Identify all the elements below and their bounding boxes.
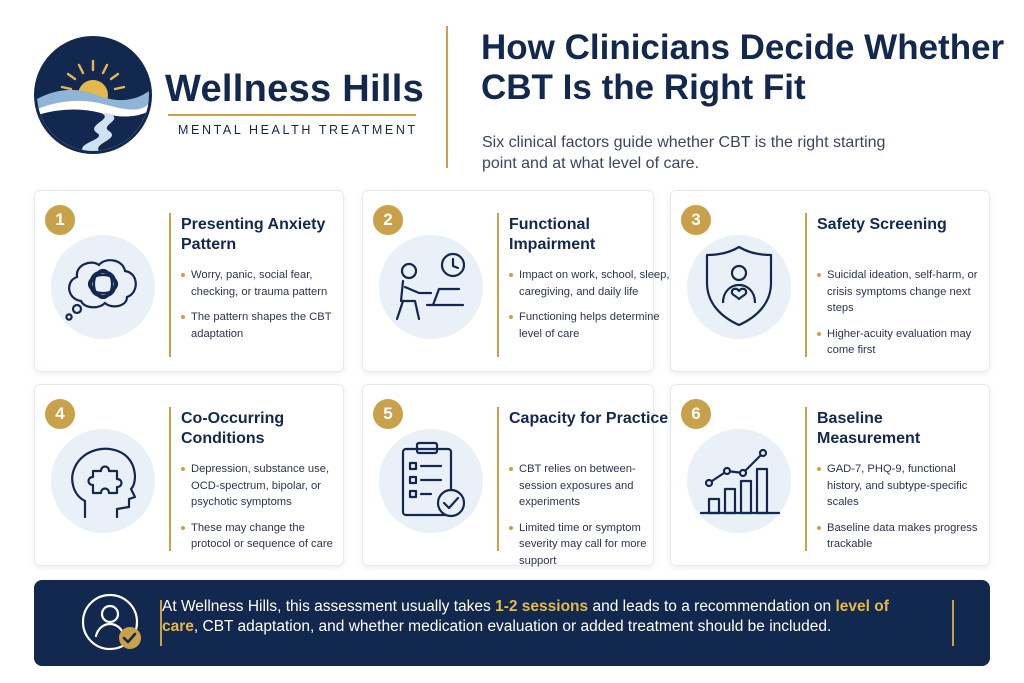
- banner-divider-right: [952, 600, 954, 646]
- card-bullet: Suicidal ideation, self-harm, or crisis …: [817, 267, 979, 317]
- card-bullet: Impact on work, school, sleep, caregivin…: [509, 267, 671, 300]
- card-bullet-list: Depression, substance use, OCD-spectrum,…: [181, 461, 343, 562]
- thought-bubble-icon: [51, 235, 155, 339]
- card-bullet-list: Suicidal ideation, self-harm, or crisis …: [817, 267, 979, 368]
- card-number-badge: 5: [373, 399, 403, 429]
- factor-card-safety-screening: 3 Safety Screening Suicidal ideation, se…: [670, 190, 990, 372]
- card-bullet: Higher-acuity evaluation may come first: [817, 326, 979, 359]
- card-divider: [169, 407, 171, 551]
- person-check-icon: [78, 590, 148, 661]
- shield-person-heart-icon: [687, 235, 791, 339]
- brand-tagline: MENTAL HEALTH TREATMENT: [178, 123, 418, 137]
- card-bullet-list: GAD-7, PHQ-9, functional history, and su…: [817, 461, 979, 562]
- summary-highlight-level-of-care: level of care: [162, 598, 889, 635]
- head-puzzle-icon: [51, 429, 155, 533]
- card-bullet: The pattern shapes the CBT adaptation: [181, 309, 343, 342]
- clipboard-check-icon: [379, 429, 483, 533]
- header-divider: [446, 26, 448, 168]
- card-bullet: Limited time or symptom severity may cal…: [509, 520, 671, 570]
- card-bullet: Depression, substance use, OCD-spectrum,…: [181, 461, 343, 511]
- brand-underline: [168, 114, 416, 116]
- factor-card-capacity-for-practice: 5 Capacity for Practice CBT relies on be…: [362, 384, 668, 567]
- summary-banner: At Wellness Hills, this assessment usual…: [34, 580, 990, 666]
- card-bullet-list: CBT relies on between-session exposures …: [509, 461, 671, 578]
- card-divider: [497, 407, 499, 551]
- card-divider: [169, 213, 171, 357]
- card-title: Baseline Measurement: [817, 410, 921, 447]
- summary-text-part: , CBT adaptation, and whether medication…: [193, 618, 832, 635]
- card-number-badge: 1: [45, 205, 75, 235]
- page-intro: Six clinical factors guide whether CBT i…: [482, 134, 886, 172]
- factor-card-functional-impairment: 2 Functional Impairment Impact on work, …: [362, 190, 669, 372]
- card-number-badge: 3: [681, 205, 711, 235]
- card-title: Functional Impairment: [509, 216, 596, 253]
- summary-text: At Wellness Hills, this assessment usual…: [162, 597, 902, 637]
- card-bullet: Worry, panic, social fear, checking, or …: [181, 267, 343, 300]
- card-divider: [805, 407, 807, 551]
- card-title: Capacity for Practice: [509, 410, 669, 427]
- sun-hills-logo-icon: [37, 39, 149, 151]
- card-number-badge: 2: [373, 205, 403, 235]
- card-bullet-list: Worry, panic, social fear, checking, or …: [181, 267, 343, 351]
- summary-highlight-sessions: 1-2 sessions: [495, 598, 589, 615]
- card-bullet: GAD-7, PHQ-9, functional history, and su…: [817, 461, 979, 511]
- card-bullet: Functioning helps determine level of car…: [509, 309, 671, 342]
- card-title: Presenting Anxiety Pattern: [181, 216, 326, 253]
- brand-name: Wellness Hills: [165, 68, 425, 110]
- summary-text-part: and leads to a recommendation on: [588, 598, 836, 615]
- card-divider: [497, 213, 499, 357]
- banner-divider-left: [160, 600, 162, 646]
- page-title: How Clinicians Decide Whether CBT Is the…: [481, 28, 1005, 107]
- card-bullet: These may change the protocol or sequenc…: [181, 520, 343, 553]
- summary-text-part: At Wellness Hills, this assessment usual…: [162, 598, 496, 615]
- factor-card-co-occurring: 4 Co-Occurring Conditions Depression, su…: [34, 384, 344, 566]
- card-title: Safety Screening: [817, 216, 947, 233]
- card-title: Co-Occurring Conditions: [181, 410, 285, 447]
- brand-logo: [34, 36, 152, 154]
- card-bullet-list: Impact on work, school, sleep, caregivin…: [509, 267, 671, 351]
- card-number-badge: 6: [681, 399, 711, 429]
- card-number-badge: 4: [45, 399, 75, 429]
- factor-card-baseline-measurement: 6 Baseline Measurement GAD-7, PHQ-9, fun…: [670, 384, 990, 566]
- person-at-desk-clock-icon: [379, 235, 483, 339]
- bar-chart-trend-icon: [687, 429, 791, 533]
- card-bullet: CBT relies on between-session exposures …: [509, 461, 671, 511]
- card-divider: [805, 213, 807, 357]
- card-bullet: Baseline data makes progress trackable: [817, 520, 979, 553]
- factor-card-presenting-anxiety: 1 Presenting Anxiety Pattern Worry, pani…: [34, 190, 344, 372]
